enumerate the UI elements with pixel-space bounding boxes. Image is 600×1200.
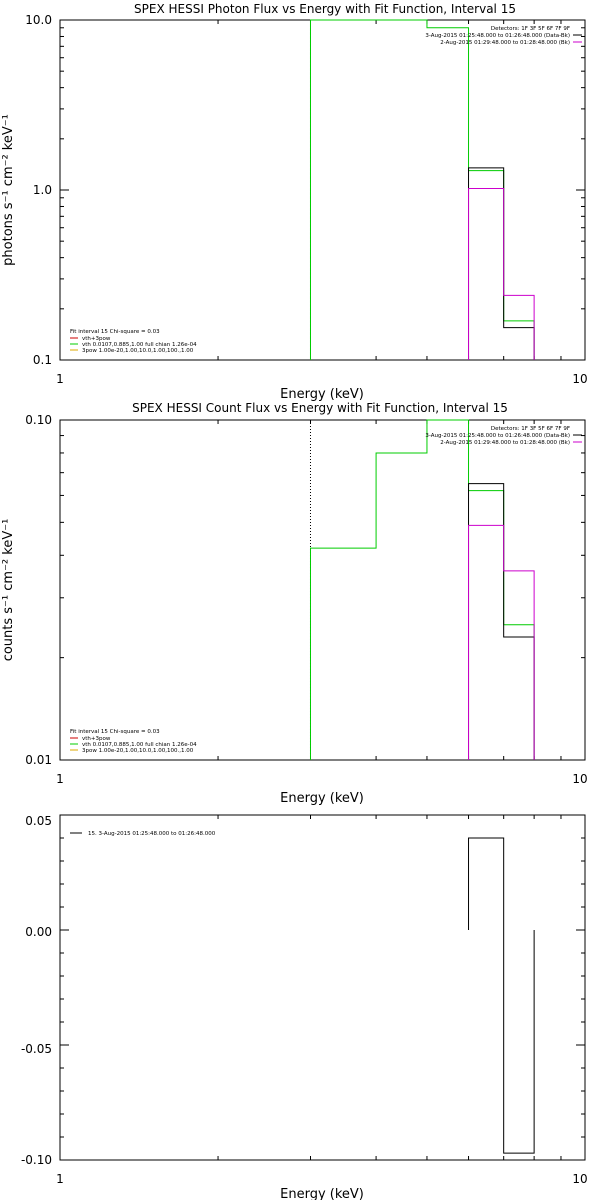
photon-flux-title: SPEX HESSI Photon Flux vs Energy with Fi… [134,2,516,16]
series-step-line [468,837,535,1154]
photon-flux-info: Detectors: 1F 3F 5F 6F 7F 9F 3-Aug-2015 … [425,26,582,46]
residuals-marks [60,814,585,1161]
residuals-frame [59,814,586,1161]
y-tick-label: 0.00 [25,925,52,939]
series-step-line [468,524,535,760]
x-tick-label: 1 [56,372,64,386]
x-tick-label: 1 [56,1172,64,1186]
fit-line: Fit interval 15 Chi-square = 0.03 [70,329,160,335]
info-line: 3-Aug-2015 01:25:48.000 to 01:26:48.000 … [425,433,570,439]
series-step-line [468,167,535,360]
count-flux-fit-legend: Fit interval 15 Chi-square = 0.03 vth+3p… [70,729,197,754]
x-tick-label: 10 [572,372,587,386]
y-tick-label: 0.10 [25,413,52,427]
fit-line: vth 0.0107,0.885,1.00 full chian 1.26e-0… [82,742,197,748]
photon-flux-marks [60,19,585,361]
residuals-legend: 15. 3-Aug-2015 01:25:48.000 to 01:26:48.… [70,831,216,837]
count-flux-ylabel: counts s⁻¹ cm⁻² keV⁻¹ [1,519,16,662]
photon-flux-fit-legend: Fit interval 15 Chi-square = 0.03 vth+3p… [70,329,197,354]
fit-line: vth 0.0107,0.885,1.00 full chian 1.26e-0… [82,342,197,348]
count-flux-title: SPEX HESSI Count Flux vs Energy with Fit… [132,401,508,415]
photon-flux-xlabel: Energy (keV) [280,387,364,402]
legend-label: 15. 3-Aug-2015 01:25:48.000 to 01:26:48.… [88,831,216,837]
count-flux-frame [59,419,586,761]
info-line: Detectors: 1F 3F 5F 6F 7F 9F [491,426,570,432]
y-tick-label: -0.05 [21,1042,52,1056]
fit-line: 3pow 1.00e-20,1.00,10.0,1.00,100.,1.00 [82,348,194,354]
residuals-panel: 15. 3-Aug-2015 01:25:48.000 to 01:26:48.… [21,814,588,1200]
y-tick-label: 0.05 [25,814,52,828]
fit-line: Fit interval 15 Chi-square = 0.03 [70,729,160,735]
info-line: Detectors: 1F 3F 5F 6F 7F 9F [491,26,570,32]
count-flux-panel: SPEX HESSI Count Flux vs Energy with Fit… [1,401,588,806]
series-step-line [309,19,535,360]
fit-line: 3pow 1.00e-20,1.00,10.0,1.00,100.,1.00 [82,748,194,754]
y-tick-label: -0.10 [21,1153,52,1167]
photon-flux-ylabel: photons s⁻¹ cm⁻² keV⁻¹ [1,114,16,266]
photon-flux-frame [59,19,586,361]
y-tick-label: 0.1 [33,353,52,367]
fit-line: vth+3pow [82,336,111,342]
count-flux-xlabel: Energy (keV) [280,791,364,806]
residuals-xlabel: Energy (keV) [280,1187,364,1200]
x-tick-label: 10 [572,772,587,786]
x-tick-label: 1 [56,772,64,786]
info-line: 3-Aug-2015 01:25:48.000 to 01:26:48.000 … [425,33,570,39]
count-flux-marks [60,419,585,761]
fit-line: vth+3pow [82,736,111,742]
series-step-line [309,419,535,760]
y-tick-label: 1.0 [33,183,52,197]
x-tick-label: 10 [572,1172,587,1186]
count-flux-info: Detectors: 1F 3F 5F 6F 7F 9F 3-Aug-2015 … [425,426,582,446]
photon-flux-panel: SPEX HESSI Photon Flux vs Energy with Fi… [1,2,588,402]
y-tick-label: 10.0 [25,13,52,27]
y-tick-label: 0.01 [25,753,52,767]
info-line: 2-Aug-2015 01:29:48.000 to 01:28:48.000 … [440,40,570,46]
series-step-line [468,188,535,360]
info-line: 2-Aug-2015 01:29:48.000 to 01:28:48.000 … [440,440,570,446]
